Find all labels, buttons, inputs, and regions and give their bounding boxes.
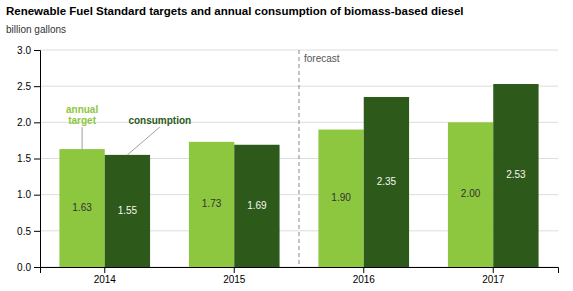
y-tick-label: 2.0	[17, 117, 31, 128]
x-tick: 2016	[353, 267, 376, 285]
bar	[364, 97, 409, 267]
series-label-line: target	[68, 115, 96, 126]
series-label: annualtarget	[66, 104, 98, 126]
series-label-leader	[127, 127, 159, 155]
y-tick: 1.5	[17, 153, 40, 164]
grid	[40, 50, 558, 267]
y-tick-mark	[34, 159, 40, 160]
data-label: 2.53	[506, 169, 526, 180]
y-tick-label: 1.0	[17, 189, 31, 200]
x-tick-mark	[493, 267, 494, 273]
x-tick: 2015	[223, 267, 246, 285]
x-axis-line	[41, 268, 559, 274]
y-axis: 0.0 0.5 1.0 1.5 2.0 2.5 3.0	[17, 45, 40, 273]
x-tick-mark	[104, 267, 105, 273]
x-tick-label: 2015	[223, 274, 246, 285]
y-tick-label: 1.5	[17, 153, 31, 164]
bar	[105, 155, 150, 267]
y-tick: 0.0	[17, 262, 40, 273]
data-label: 1.90	[331, 192, 351, 203]
x-tick-mark	[363, 267, 364, 273]
bar	[59, 149, 104, 267]
y-tick-mark	[34, 195, 40, 196]
y-tick-mark	[34, 267, 40, 268]
bar	[448, 122, 493, 267]
forecast-line	[299, 50, 300, 267]
x-tick-label: 2017	[482, 274, 505, 285]
y-tick-mark	[34, 122, 40, 123]
data-label: 2.35	[377, 176, 397, 187]
bar	[493, 84, 538, 267]
data-label: 1.63	[72, 202, 92, 213]
y-tick-label: 0.0	[17, 262, 31, 273]
x-tick-label: 2016	[353, 274, 376, 285]
plot: 0.0 0.5 1.0 1.5 2.0 2.5 3.0 2014 2015 2016 2017 1.6…	[17, 45, 558, 285]
series-label-leader	[82, 127, 83, 149]
y-tick: 3.0	[17, 45, 40, 56]
y-tick-label: 3.0	[17, 45, 31, 56]
texts: 1.63 1.73 1.90 2.00 1.55 1.69 2.35 2.53 annualta…	[66, 50, 526, 267]
y-tick: 1.0	[17, 189, 40, 200]
x-tick: 2014	[94, 267, 117, 285]
y-tick-mark	[34, 86, 40, 87]
series-label-line: annual	[66, 104, 98, 115]
y-tick-label: 2.5	[17, 81, 31, 92]
bar	[189, 142, 234, 267]
y-tick: 2.5	[17, 81, 40, 92]
bar	[318, 130, 363, 267]
title: Renewable Fuel Standard targets and annu…	[6, 5, 464, 17]
series-label-line: consumption	[128, 115, 191, 126]
x-axis: 2014 2015 2016 2017	[41, 267, 559, 285]
data-label: 1.69	[247, 200, 267, 211]
annotation: forecast	[304, 53, 340, 64]
x-tick-mark	[234, 267, 235, 273]
y-label: billion gallons	[6, 24, 66, 35]
y-tick-mark	[34, 50, 40, 51]
y-tick-label: 0.5	[17, 226, 31, 237]
chart: Renewable Fuel Standard targets and annu…	[0, 0, 573, 291]
x-tick-label: 2014	[94, 274, 117, 285]
y-tick-mark	[34, 231, 40, 232]
series-label: consumption	[128, 115, 191, 126]
y-axis-line	[34, 51, 41, 268]
y-tick: 0.5	[17, 226, 40, 237]
data-label: 1.73	[202, 198, 222, 209]
data-label: 2.00	[461, 188, 481, 199]
x-tick: 2017	[482, 267, 505, 285]
y-tick: 2.0	[17, 117, 40, 128]
bar	[234, 145, 279, 267]
data-label: 1.55	[118, 205, 138, 216]
